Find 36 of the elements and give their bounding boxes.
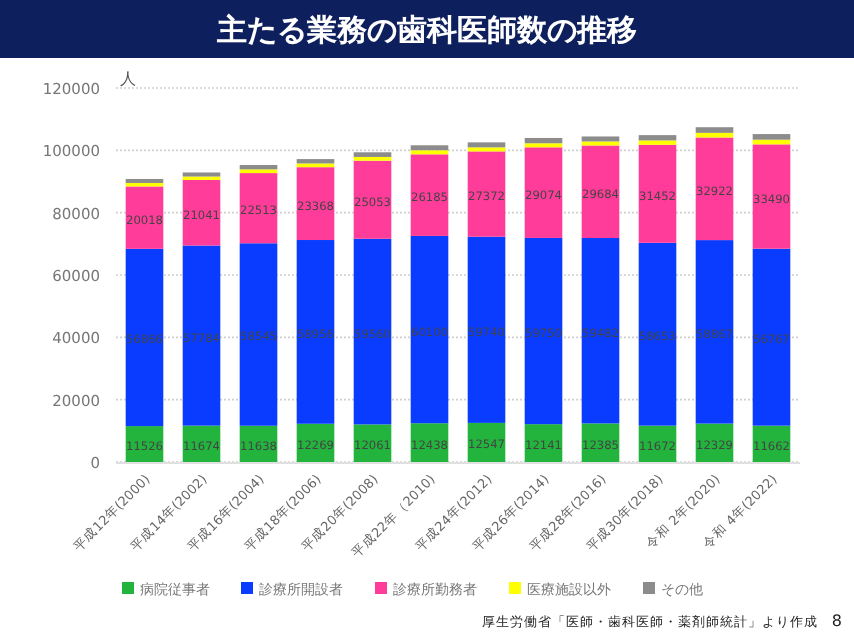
chart-title: 主たる業務の歯科医師数の推移 <box>215 12 637 48</box>
bar <box>239 164 278 170</box>
bar <box>695 240 734 424</box>
bar <box>467 142 506 148</box>
bar <box>524 237 563 425</box>
bar <box>638 242 677 426</box>
y-axis-title: 人 <box>120 70 136 88</box>
bar <box>353 160 392 239</box>
text: 8 <box>831 612 842 630</box>
bar <box>296 240 335 424</box>
bar <box>638 135 677 141</box>
bar <box>524 147 563 238</box>
bar <box>752 134 791 140</box>
bar <box>467 151 506 237</box>
bar <box>410 145 449 151</box>
bar <box>638 144 677 243</box>
bar <box>239 243 278 426</box>
bar <box>410 235 449 424</box>
bar <box>581 136 620 142</box>
bar <box>581 238 620 424</box>
bar <box>524 137 563 144</box>
bar <box>239 173 278 244</box>
bar <box>125 178 164 184</box>
bar <box>752 248 791 426</box>
bar <box>125 248 164 427</box>
bar <box>182 179 221 246</box>
bar <box>353 238 392 425</box>
bar <box>695 137 734 241</box>
bar <box>695 127 734 133</box>
bar <box>467 236 506 423</box>
bar <box>581 145 620 239</box>
bar <box>752 144 791 249</box>
bar <box>125 186 164 249</box>
bar <box>296 167 335 241</box>
bar <box>182 245 221 426</box>
bar <box>410 154 449 236</box>
